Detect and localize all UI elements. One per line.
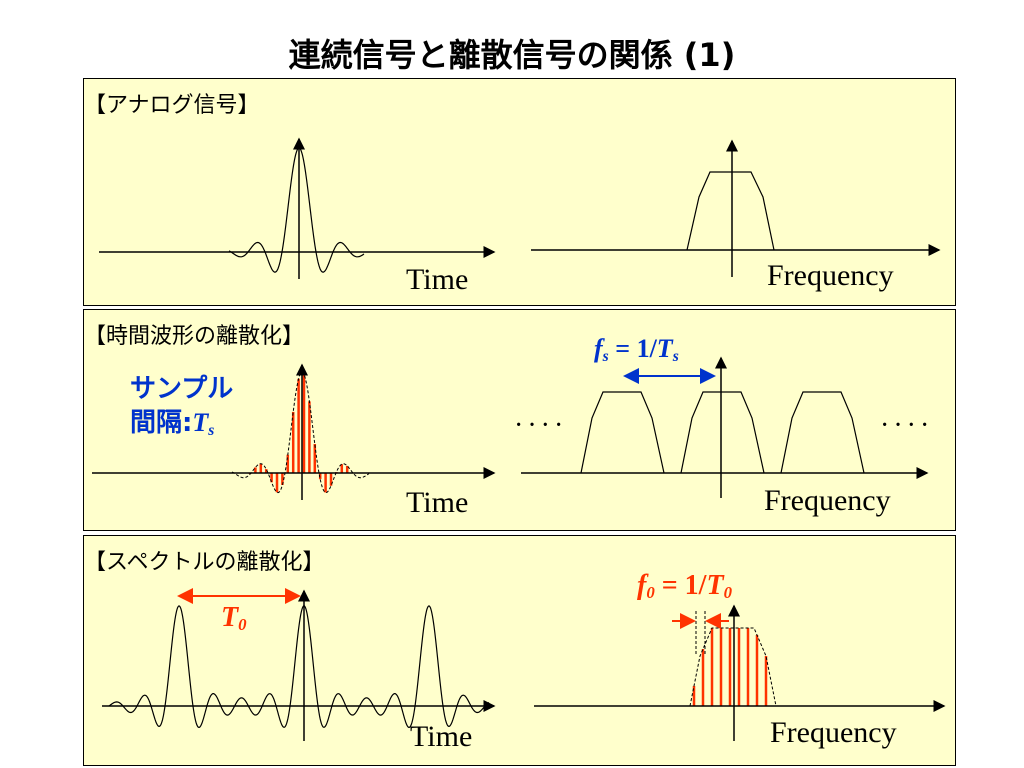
sinc-envelope xyxy=(231,371,370,494)
frequency-label: Frequency xyxy=(764,484,891,517)
sampled-plots xyxy=(92,356,929,500)
t0-var: T xyxy=(221,602,239,633)
f0-rhs-var: T xyxy=(706,570,724,601)
f0-eq: = 1/ xyxy=(654,570,707,601)
sample-label-prefix: 間隔: xyxy=(130,408,193,438)
sample-label-line1: サンプル xyxy=(130,374,234,404)
fs-formula: fs = 1/Ts xyxy=(594,332,679,374)
spectral-lines xyxy=(692,628,768,706)
fs-sub: s xyxy=(602,347,609,365)
t0-sub: 0 xyxy=(238,615,247,635)
f0-var: f xyxy=(637,570,647,601)
ellipsis-left: ···· xyxy=(514,410,568,441)
fs-eq: = 1/ xyxy=(608,334,657,363)
analog-signal-panel: 【アナログ信号】 Time Frequency xyxy=(83,78,956,306)
ts-sub: s xyxy=(208,421,215,439)
f0-formula: f0 = 1/T0 xyxy=(637,570,732,603)
fs-rhs-sub: s xyxy=(672,347,679,365)
spectrum-shape xyxy=(686,171,775,251)
time-discretization-panel: 【時間波形の離散化】 サンプル 間隔:Ts fs = 1/Ts ···· ···… xyxy=(83,309,956,531)
ts-symbol: Ts xyxy=(192,408,215,439)
frequency-label: Frequency xyxy=(767,259,894,292)
panel-heading: 【スペクトルの離散化】 xyxy=(84,550,325,575)
f0-rhs-sub: 0 xyxy=(723,583,732,603)
spectrum-replica-center xyxy=(680,391,765,474)
spectrum-discretization-panel: 【スペクトルの離散化】 T0 f0 = 1/T0 Time Frequency xyxy=(83,535,956,766)
spectrum-envelope xyxy=(689,627,777,707)
time-label: Time xyxy=(406,263,469,296)
ts-var: T xyxy=(192,408,209,437)
fs-var: f xyxy=(594,334,603,363)
spectrum-replica-left xyxy=(580,391,665,474)
sample-label-line2: 間隔:Ts xyxy=(130,406,233,448)
panel-heading: 【時間波形の離散化】 xyxy=(84,324,305,349)
time-label: Time xyxy=(406,486,469,519)
time-label: Time xyxy=(410,720,473,753)
periodic-plots xyxy=(102,588,946,741)
frequency-label: Frequency xyxy=(770,716,897,749)
ellipsis-right: ···· xyxy=(880,410,934,441)
fs-rhs-var: T xyxy=(656,334,673,363)
sample-interval-label: サンプル 間隔:Ts xyxy=(130,372,233,448)
sinc-waveform xyxy=(228,147,365,273)
slide-title: 連続信号と離散信号の関係 (1) xyxy=(288,36,736,74)
periodic-waveform xyxy=(108,605,490,729)
t0-label: T0 xyxy=(221,602,247,635)
analog-plots xyxy=(99,137,941,279)
spectrum-replica-right xyxy=(780,391,865,474)
f0-sub: 0 xyxy=(646,583,655,603)
panel-heading: 【アナログ信号】 xyxy=(84,93,260,118)
